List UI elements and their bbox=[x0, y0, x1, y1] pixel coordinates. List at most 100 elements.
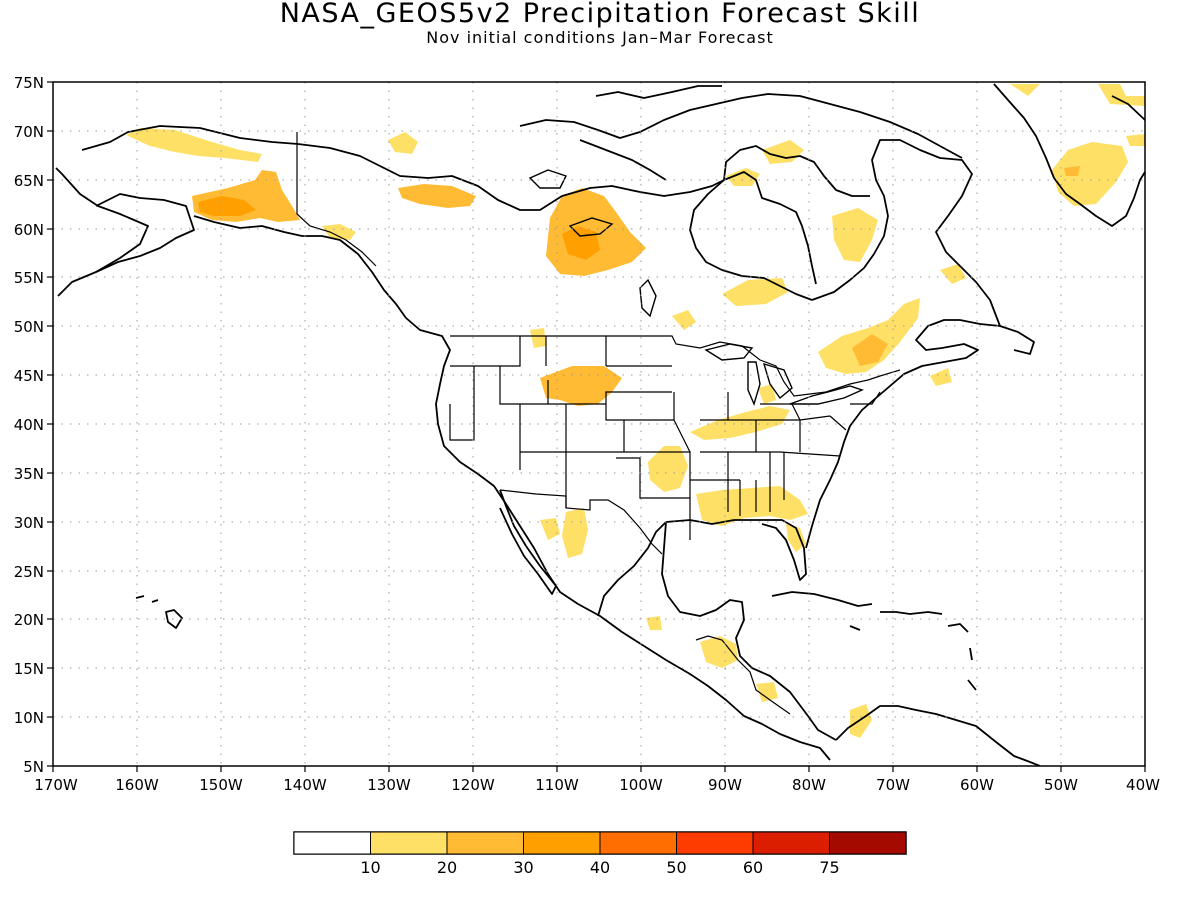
skill-region-gulf-coast bbox=[696, 486, 808, 526]
coastline-alaska-north bbox=[55, 125, 299, 297]
coastline-south-america bbox=[835, 705, 1041, 766]
lon-label: 120W bbox=[451, 776, 495, 794]
colorbar-segment bbox=[752, 831, 830, 855]
skill-region-nw-mexico bbox=[540, 518, 560, 540]
coastline-caribbean bbox=[771, 591, 977, 691]
lon-label: 100W bbox=[619, 776, 663, 794]
skill-region-quebec bbox=[832, 208, 878, 262]
lon-label: 70W bbox=[876, 776, 910, 794]
border-us-canada bbox=[450, 335, 901, 397]
graticule bbox=[53, 82, 1145, 766]
lon-label: 80W bbox=[792, 776, 826, 794]
lake-erie-ontario bbox=[789, 385, 864, 405]
lat-label: 35N bbox=[14, 465, 44, 483]
colorbar-tick-label: 20 bbox=[437, 858, 457, 877]
latitude-labels: 75N 70N 65N 60N 55N 50N 45N 40N 35N 30N … bbox=[14, 74, 44, 776]
border-alaska-canada bbox=[296, 132, 377, 267]
longitude-labels: 170W 160W 150W 140W 130W 120W 110W 100W … bbox=[34, 776, 1160, 794]
coastline-hawaii bbox=[135, 595, 183, 629]
chart-title: NASA_GEOS5v2 Precipitation Forecast Skil… bbox=[279, 0, 921, 29]
border-mexico-central bbox=[695, 635, 791, 715]
coastline-labrador-quebec bbox=[811, 139, 1001, 327]
lake-michigan bbox=[747, 361, 761, 407]
skill-region-michigan bbox=[758, 384, 776, 404]
lon-label: 110W bbox=[535, 776, 579, 794]
coastline-bc-us-west bbox=[405, 317, 831, 761]
colorbar-tick-label: 75 bbox=[819, 858, 839, 877]
colorbar-tick-label: 60 bbox=[743, 858, 763, 877]
colorbar: 10 20 30 40 50 60 75 bbox=[293, 831, 907, 877]
lat-label: 50N bbox=[14, 318, 44, 336]
skill-region-greenland-ne bbox=[1098, 84, 1145, 106]
skill-region-florida bbox=[786, 524, 806, 552]
coastline-alaska-south bbox=[95, 193, 407, 319]
colorbar-segment bbox=[599, 831, 677, 855]
lon-label: 50W bbox=[1044, 776, 1078, 794]
skill-region-quebec-south bbox=[722, 278, 788, 306]
political-boundaries bbox=[296, 132, 901, 715]
colorbar-tick-label: 10 bbox=[360, 858, 380, 877]
lat-label: 10N bbox=[14, 709, 44, 727]
coastline-baja bbox=[499, 489, 557, 595]
lat-label: 75N bbox=[14, 74, 44, 92]
border-us-mexico bbox=[499, 489, 663, 555]
coastline-arctic-mainland bbox=[297, 143, 725, 211]
skill-region-northern-canada bbox=[398, 184, 476, 208]
skill-region-st-lawrence-core bbox=[852, 334, 888, 366]
lat-label: 60N bbox=[14, 221, 44, 239]
skill-region-labrador bbox=[940, 264, 966, 284]
lake-huron bbox=[762, 362, 793, 400]
skill-region-yukon-patch bbox=[322, 224, 356, 240]
skill-region-nicaragua bbox=[756, 682, 778, 702]
lon-label: 90W bbox=[708, 776, 742, 794]
lat-label: 45N bbox=[14, 367, 44, 385]
coastlines bbox=[55, 83, 1145, 766]
colorbar-tick-label: 30 bbox=[513, 858, 533, 877]
border-us-states-grid bbox=[449, 336, 881, 540]
colorbar-tick-label: 50 bbox=[666, 858, 686, 877]
colorbar-tick-label: 40 bbox=[590, 858, 610, 877]
skill-region-ontario bbox=[672, 310, 696, 330]
skill-region-greenland-south bbox=[1052, 142, 1128, 206]
skill-region-caribbean bbox=[850, 704, 872, 738]
colorbar-segment bbox=[676, 831, 754, 855]
colorbar-segment bbox=[370, 831, 448, 855]
colorbar-segment bbox=[523, 831, 601, 855]
skill-region-guatemala-honduras bbox=[700, 636, 738, 668]
skill-region-new-brunswick bbox=[930, 368, 952, 386]
skill-region-st-lawrence bbox=[818, 298, 920, 374]
lat-label: 65N bbox=[14, 172, 44, 190]
map-ocean bbox=[53, 82, 1145, 766]
lake-winnipeg bbox=[639, 278, 657, 318]
axis-ticks bbox=[47, 81, 1146, 772]
lat-label: 25N bbox=[14, 563, 44, 581]
colorbar-segment bbox=[829, 831, 907, 855]
coastline-arctic-islands bbox=[519, 85, 963, 181]
lon-label: 60W bbox=[960, 776, 994, 794]
skill-region-sierra-madre bbox=[562, 508, 588, 558]
lat-label: 5N bbox=[23, 758, 44, 776]
lake-great-bear bbox=[528, 169, 567, 189]
chart-subtitle: Nov initial conditions Jan–Mar Forecast bbox=[426, 28, 774, 47]
lake-superior bbox=[704, 343, 754, 361]
lon-label: 150W bbox=[199, 776, 243, 794]
lon-label: 160W bbox=[115, 776, 159, 794]
lon-label: 130W bbox=[367, 776, 411, 794]
skill-region-greenland-core bbox=[1064, 166, 1080, 176]
lon-label: 170W bbox=[34, 776, 78, 794]
skill-region-idaho bbox=[530, 328, 546, 348]
skill-region-hudson-bay-east bbox=[726, 168, 760, 186]
lon-label: 140W bbox=[283, 776, 327, 794]
skill-region-greenland-east bbox=[1126, 134, 1145, 146]
coastline-greenland bbox=[993, 83, 1145, 227]
coastline-us-east bbox=[805, 319, 1035, 549]
skill-shading-layer bbox=[126, 84, 1145, 738]
skill-region-baffin bbox=[762, 140, 804, 164]
lon-label: 40W bbox=[1126, 776, 1160, 794]
coastline-gulf-of-mexico bbox=[597, 519, 837, 741]
skill-region-greenland-north bbox=[1010, 84, 1040, 96]
colorbar-segment bbox=[293, 831, 371, 855]
lat-label: 20N bbox=[14, 611, 44, 629]
coastline-hudson-bay bbox=[689, 145, 870, 301]
